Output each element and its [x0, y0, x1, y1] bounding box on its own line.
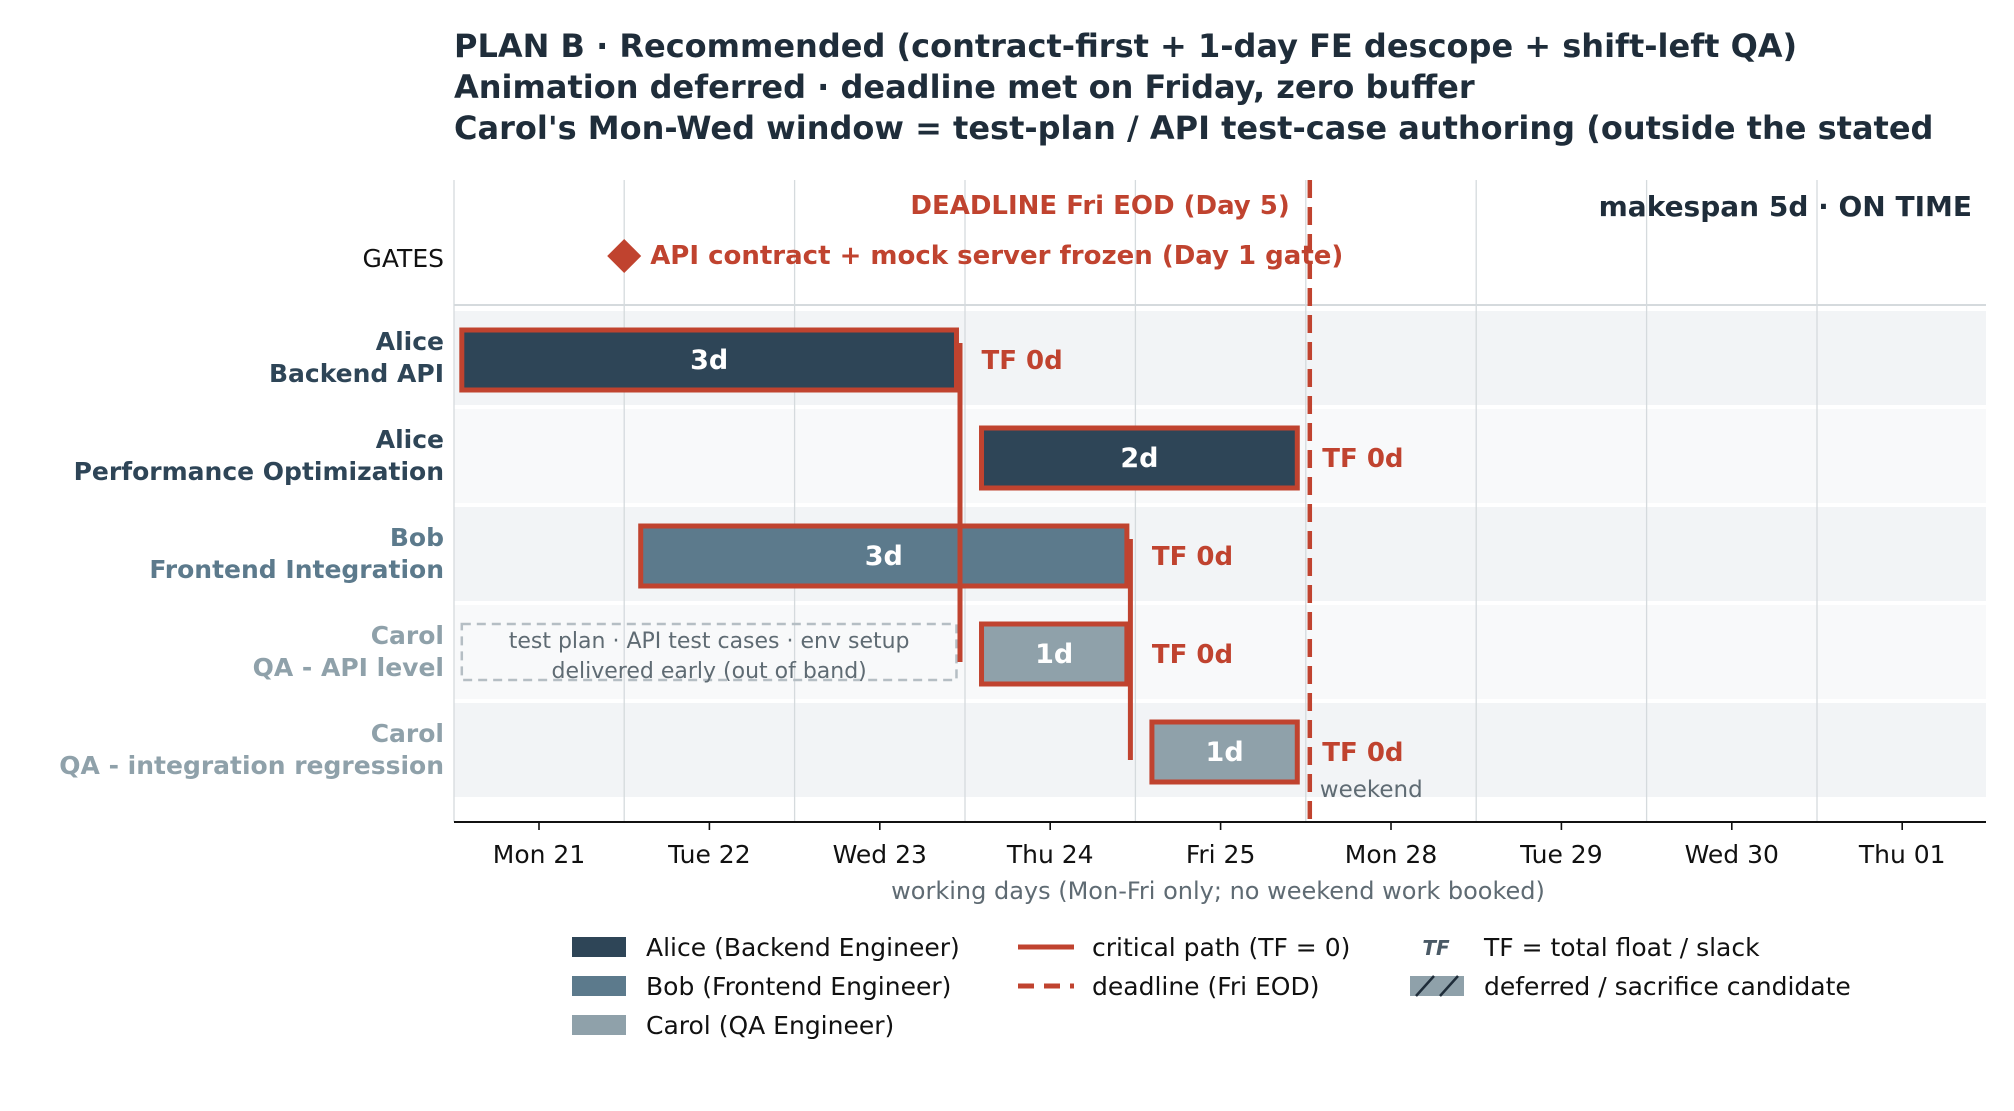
- task-tf-label: TF 0d: [1322, 738, 1403, 768]
- x-tick-label: Mon 21: [493, 840, 585, 869]
- legend-label: Carol (QA Engineer): [646, 1011, 894, 1040]
- task-duration-label: 2d: [1120, 443, 1158, 474]
- x-tick-label: Wed 23: [833, 840, 927, 869]
- x-tick-label: Thu 01: [1858, 840, 1946, 869]
- row-label-name: Alice: [376, 425, 444, 454]
- task-duration-label: 3d: [865, 541, 903, 572]
- task-tf-label: TF 0d: [981, 346, 1062, 376]
- row-label-name: Alice: [376, 327, 444, 356]
- chart-title-line-2: Animation deferred · deadline met on Fri…: [454, 68, 1475, 106]
- deadline-label: DEADLINE Fri EOD (Day 5): [910, 191, 1289, 221]
- row-label-task: Frontend Integration: [149, 555, 444, 584]
- legend-hatch-stroke: [1439, 975, 1459, 997]
- legend-swatch: [572, 1015, 626, 1035]
- chart-title-line-3: Carol's Mon-Wed window = test-plan / API…: [454, 109, 1934, 147]
- gates-row-label: GATES: [363, 244, 444, 273]
- gate-label: API contract + mock server frozen (Day 1…: [650, 241, 1343, 271]
- x-tick-label: Wed 30: [1685, 840, 1779, 869]
- legend-label: Bob (Frontend Engineer): [646, 972, 951, 1001]
- legend-hatch-swatch: [1410, 976, 1464, 996]
- row-label-task: Performance Optimization: [74, 457, 444, 486]
- task-bar: [638, 523, 1130, 589]
- row-label-name: Bob: [390, 523, 444, 552]
- row-label-name: Carol: [371, 719, 444, 748]
- task-bar: [979, 621, 1130, 687]
- x-tick-label: Tue 29: [1519, 840, 1602, 869]
- prework-text-line-2: delivered early (out of band): [552, 659, 867, 684]
- row-band: [454, 605, 1986, 699]
- x-axis-label: working days (Mon-Fri only; no weekend w…: [891, 877, 1545, 905]
- task-tf-label: TF 0d: [1152, 542, 1233, 572]
- row-label-task: QA - API level: [253, 653, 444, 682]
- task-bar: [979, 425, 1300, 491]
- gate-diamond-icon: [607, 239, 642, 273]
- legend-label: critical path (TF = 0): [1092, 933, 1350, 962]
- row-label-task: QA - integration regression: [59, 751, 444, 780]
- legend-tf-icon: TF: [1422, 936, 1450, 960]
- x-tick-label: Thu 24: [1006, 840, 1094, 869]
- task-bar: [1149, 719, 1300, 785]
- task-tf-label: TF 0d: [1152, 640, 1233, 670]
- x-tick-label: Mon 28: [1345, 840, 1437, 869]
- x-tick-label: Tue 22: [667, 840, 750, 869]
- legend-swatch: [572, 937, 626, 957]
- prework-text-line-1: test plan · API test cases · env setup: [509, 629, 910, 654]
- legend-label: TF = total float / slack: [1483, 933, 1760, 962]
- weekend-label: weekend: [1320, 777, 1423, 803]
- x-tick-label: Fri 25: [1186, 840, 1256, 869]
- task-bar: [459, 327, 959, 393]
- chart-title-line-1: PLAN B · Recommended (contract-first + 1…: [454, 27, 1798, 65]
- task-tf-label: TF 0d: [1322, 444, 1403, 474]
- makespan-label: makespan 5d · ON TIME: [1599, 190, 1972, 223]
- legend-label: deadline (Fri EOD): [1092, 972, 1319, 1001]
- prework-box: [460, 622, 958, 682]
- row-label-name: Carol: [371, 621, 444, 650]
- row-label-task: Backend API: [269, 359, 444, 388]
- legend-hatch-stroke: [1415, 975, 1435, 997]
- task-duration-label: 1d: [1035, 639, 1073, 670]
- task-duration-label: 3d: [690, 345, 728, 376]
- legend-label: deferred / sacrifice candidate: [1484, 972, 1851, 1001]
- legend-swatch: [572, 976, 626, 996]
- legend-label: Alice (Backend Engineer): [646, 933, 960, 962]
- task-duration-label: 1d: [1206, 737, 1244, 768]
